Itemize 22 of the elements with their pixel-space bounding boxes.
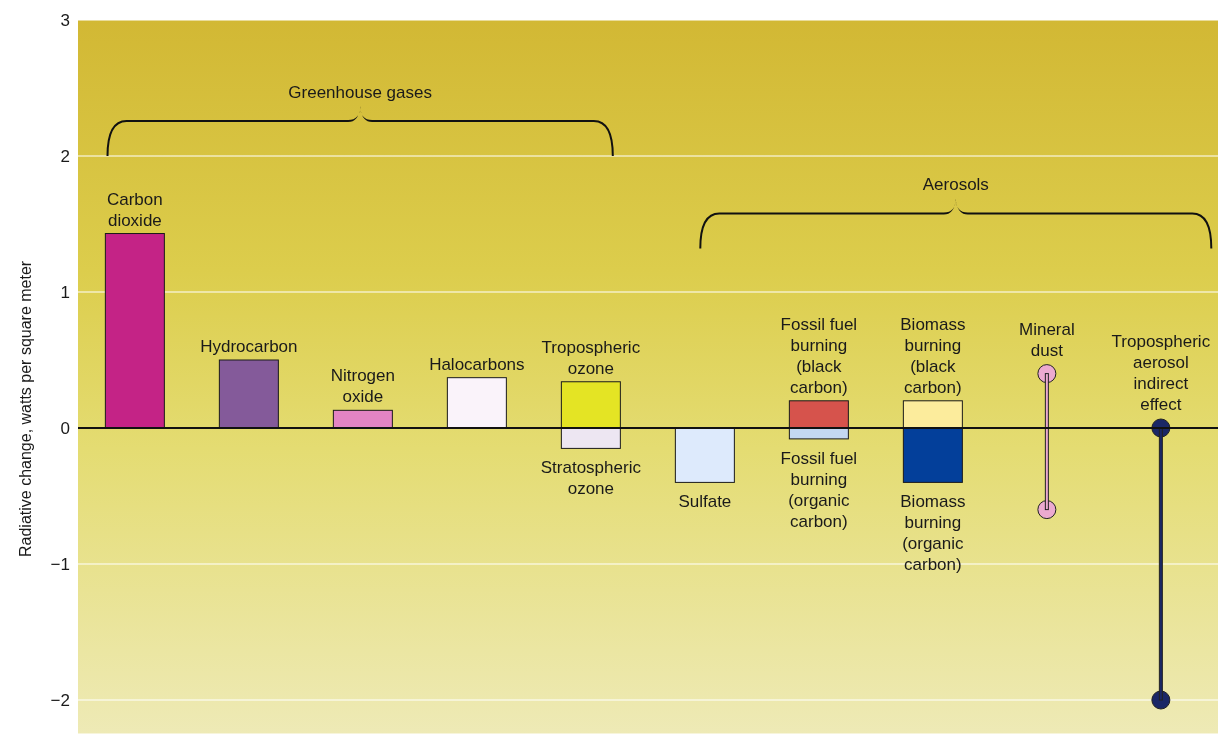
series-label: Halocarbons — [429, 354, 525, 374]
y-tick-label: −1 — [50, 555, 70, 575]
series-label: Fossil fuel burning (black carbon) — [780, 314, 858, 397]
text: Tropospheric aerosol indirect effect — [1111, 332, 1211, 414]
series-label: Fossil fuel burning (organic carbon) — [780, 448, 858, 531]
y-tick-label: 3 — [60, 11, 70, 31]
series-label: Hydrocarbon — [200, 337, 298, 356]
y-tick-label: −2 — [50, 691, 70, 711]
series-label: Stratospheric ozone — [540, 458, 642, 499]
y-tick-label: 2 — [60, 147, 70, 167]
annotation: Aerosols — [922, 175, 989, 195]
series-label: Nitrogen oxide — [330, 366, 395, 407]
y-tick-label: 0 — [60, 419, 70, 439]
annotation: Greenhouse gases — [288, 83, 432, 102]
series-label: Carbon dioxide — [106, 189, 163, 230]
series-label: Tropospheric ozone — [541, 337, 641, 378]
y-axis-title: Radiative change, watts per square meter — [16, 260, 34, 557]
series-label: Biomass burning (black carbon) — [900, 314, 966, 397]
series-label: Biomass burning (organic carbon) — [900, 492, 966, 575]
series-label: Mineral dust — [1018, 319, 1075, 360]
series-label: Sulfate — [678, 492, 732, 512]
y-tick-label: 1 — [60, 283, 70, 303]
